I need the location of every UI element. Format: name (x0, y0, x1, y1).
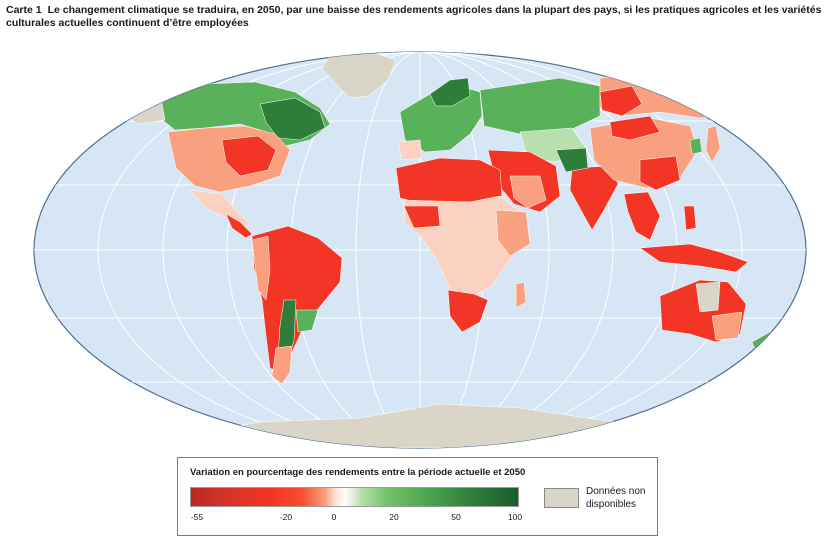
no-data-swatch (544, 488, 579, 508)
south-america (251, 225, 343, 377)
southern-africa (447, 289, 489, 333)
mongolia (609, 115, 661, 141)
australia-interior (695, 281, 721, 313)
map-title: Carte 1 Le changement climatique se tradu… (6, 4, 831, 30)
tick-label: -55 (190, 512, 204, 522)
japan (705, 125, 721, 163)
alaska (117, 91, 166, 125)
greenland (321, 52, 397, 99)
no-data-label: Données non disponibles (586, 486, 646, 510)
east-africa (495, 209, 531, 257)
arabia (509, 175, 547, 209)
russia-west (479, 77, 601, 135)
russia-center (599, 85, 643, 117)
china-south (639, 155, 681, 191)
map-title-text: Le changement climatique se traduira, en… (6, 4, 822, 29)
afghanistan-pakistan (555, 147, 589, 173)
tick-label: 100 (507, 512, 523, 522)
south-brazil (295, 309, 319, 333)
tick-label: 20 (389, 512, 399, 522)
canada-east (259, 97, 326, 141)
southeast-asia (623, 191, 661, 241)
map-number: Carte 1 (6, 4, 42, 16)
usa-midwest (221, 135, 277, 177)
tick-label: 50 (451, 512, 461, 522)
mexico (189, 189, 251, 229)
color-ramp (190, 487, 519, 507)
australia-southeast (711, 311, 743, 341)
madagascar (515, 281, 527, 309)
central-america (225, 213, 253, 239)
andes-region (251, 235, 271, 301)
sahel (403, 205, 441, 229)
philippines (683, 205, 697, 231)
world-map (33, 51, 807, 449)
indonesia (639, 243, 749, 273)
legend-title: Variation en pourcentage des rendements … (190, 467, 526, 478)
tick-label: 0 (331, 512, 337, 522)
legend: Variation en pourcentage des rendements … (177, 457, 658, 536)
iberia (397, 139, 423, 161)
patagonia (271, 345, 293, 385)
tick-label: -20 (279, 512, 293, 522)
scandinavia (429, 77, 471, 107)
korea (689, 137, 703, 155)
